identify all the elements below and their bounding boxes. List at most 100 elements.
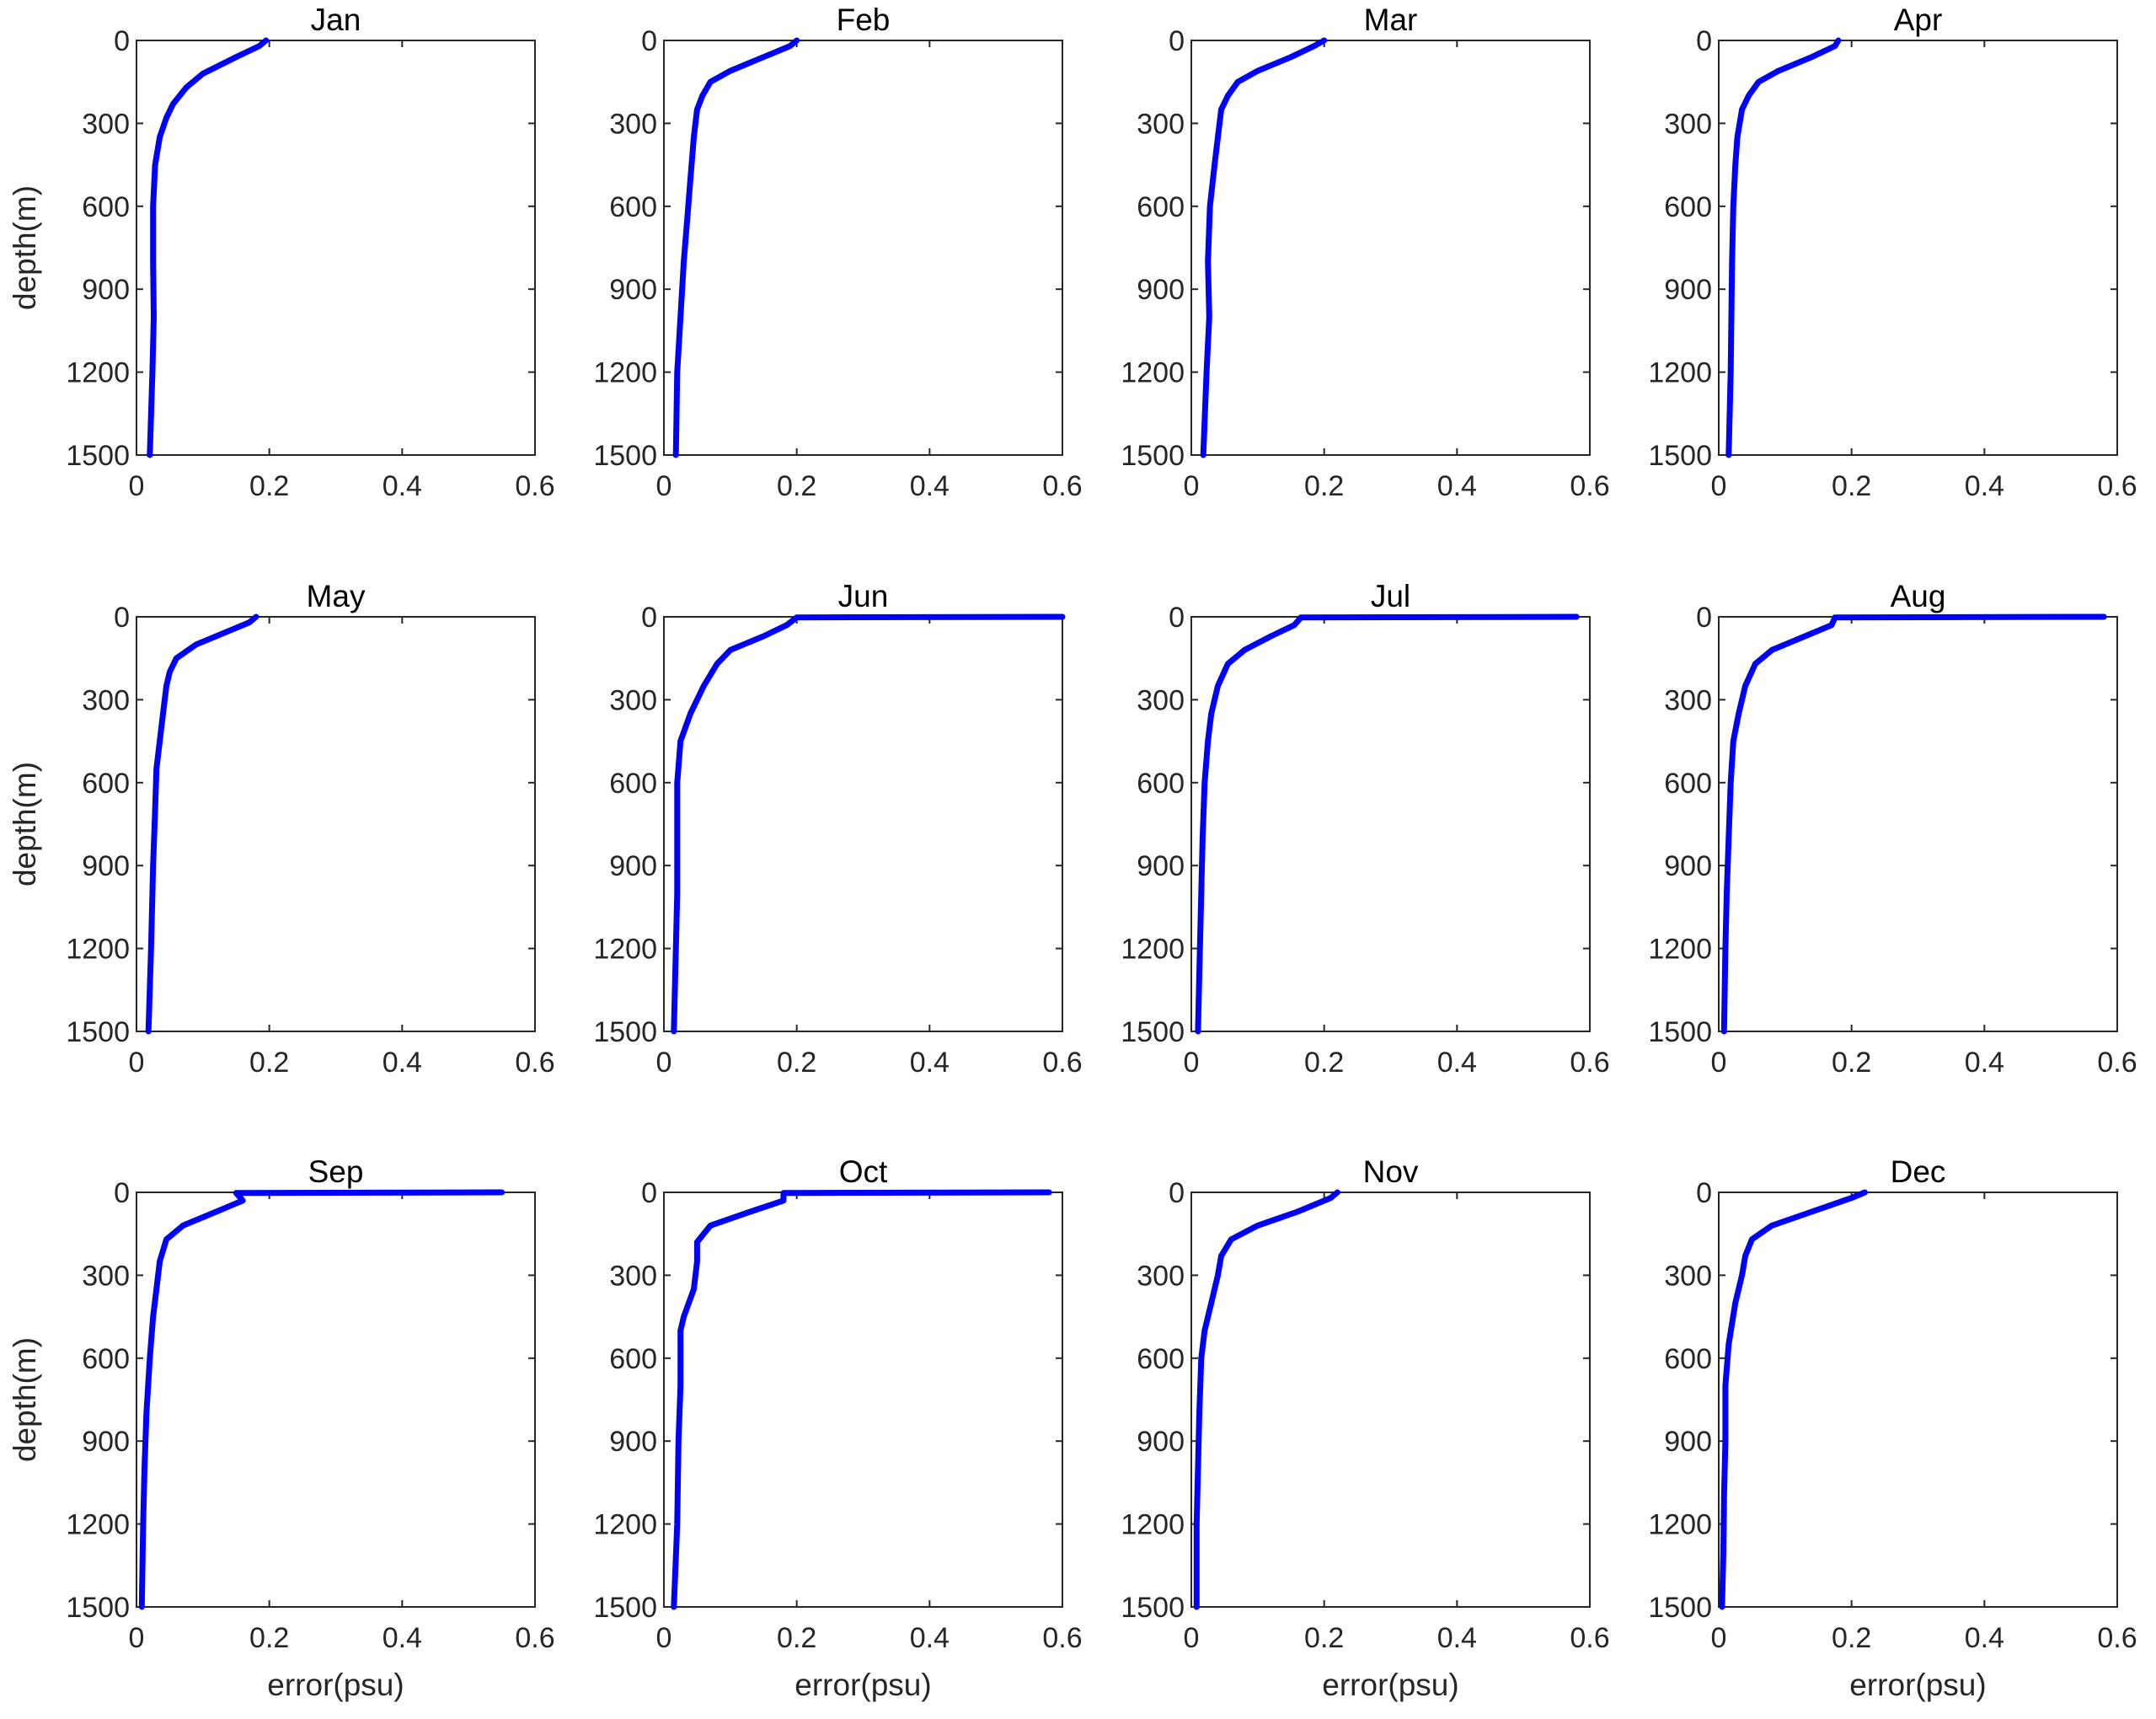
panel-mar-ytick-label: 600 [1137, 191, 1185, 223]
panel-jul-ytick-label: 1200 [1121, 934, 1185, 966]
panel-sep-ytick-label: 0 [114, 1177, 130, 1209]
panel-sep-xtick-label: 0.6 [515, 1622, 554, 1654]
panel-aug-axes-frame [1718, 616, 2118, 1032]
panel-aug-title: Aug [1891, 579, 1946, 613]
panel-oct-xlabel: error(psu) [794, 1668, 931, 1702]
panel-jan-profile-line [147, 37, 270, 458]
panel-nov-axes-frame [1190, 1192, 1591, 1608]
panel-oct: 0 0.2 0.4 0.6 0 300 600 900 1200 1500 Oct error(psu… [593, 1154, 1082, 1702]
panel-aug-xtick-label: 0.4 [1965, 1047, 2004, 1079]
panel-jan-xtick-label: 0.2 [249, 470, 289, 502]
panel-jan-ytick-label: 1500 [66, 440, 130, 472]
panel-aug-xtick-label: 0.2 [1832, 1047, 1871, 1079]
panel-may-ytick-label: 300 [82, 684, 130, 716]
panel-aug-ytick-label: 0 [1696, 602, 1712, 634]
panel-feb-xtick-label: 0 [656, 470, 672, 502]
panel-nov-xtick-label: 0.6 [1570, 1622, 1609, 1654]
panel-jun-xtick-label: 0.4 [910, 1047, 950, 1079]
panel-nov-title: Nov [1363, 1154, 1419, 1189]
panel-jul-title: Jul [1371, 579, 1410, 613]
panel-jan-ytick-label: 1200 [66, 357, 130, 389]
panel-mar-xtick-label: 0.4 [1437, 470, 1477, 502]
panel-dec-xtick-label: 0.4 [1965, 1622, 2004, 1654]
panel-may: 0 0.2 0.4 0.6 0 300 600 900 1200 1500 May depth(m) [8, 579, 555, 1079]
panel-may-ytick-label: 1500 [66, 1016, 130, 1048]
panel-dec-ytick-label: 900 [1664, 1426, 1712, 1458]
panel-feb-ytick-label: 600 [609, 191, 657, 223]
panel-may-xtick-label: 0.4 [383, 1047, 422, 1079]
panel-apr-axes-frame [1718, 40, 2118, 456]
panel-sep-ytick-label: 300 [82, 1260, 130, 1292]
panel-oct-ytick-label: 900 [609, 1426, 657, 1458]
panel-nov-profile-line [1193, 1189, 1340, 1610]
panel-aug-ytick-label: 900 [1664, 850, 1712, 882]
panel-may-ytick-label: 900 [82, 850, 130, 882]
panel-sep-ylabel: depth(m) [8, 1337, 42, 1462]
panel-aug: 0 0.2 0.4 0.6 0 300 600 900 1200 1500 Aug [1648, 579, 2137, 1079]
panel-nov-ytick-label: 900 [1137, 1426, 1185, 1458]
panel-jul-ytick-label: 1500 [1121, 1016, 1185, 1048]
panel-oct-ytick-label: 600 [609, 1343, 657, 1375]
panel-jul-axes-frame [1190, 616, 1591, 1032]
panel-may-ytick-label: 1200 [66, 934, 130, 966]
panel-oct-ytick-label: 1200 [593, 1509, 657, 1541]
panel-jul-xtick-label: 0.6 [1570, 1047, 1609, 1079]
panel-jun-xtick-label: 0.2 [777, 1047, 816, 1079]
panel-feb-ytick-label: 0 [641, 25, 657, 57]
panel-dec-xtick-label: 0.2 [1832, 1622, 1871, 1654]
panel-nov-xtick-label: 0 [1184, 1622, 1200, 1654]
panel-aug-ytick-label: 600 [1664, 768, 1712, 800]
panel-dec-ytick-label: 1500 [1648, 1592, 1712, 1624]
panel-mar-ytick-label: 1500 [1121, 440, 1185, 472]
panel-jan-ytick-label: 900 [82, 274, 130, 306]
panel-jul-ytick-label: 600 [1137, 768, 1185, 800]
panel-nov-xlabel: error(psu) [1322, 1668, 1458, 1702]
panel-jun: 0 0.2 0.4 0.6 0 300 600 900 1200 1500 Jun [593, 579, 1082, 1079]
panel-oct-title: Oct [839, 1154, 888, 1189]
panel-oct-ytick-label: 300 [609, 1260, 657, 1292]
panel-mar-ytick-label: 1200 [1121, 357, 1185, 389]
panel-jan-xtick-label: 0.6 [515, 470, 554, 502]
panel-mar-axes-frame [1190, 40, 1591, 456]
panel-dec-title: Dec [1891, 1154, 1946, 1189]
panel-apr-xtick-label: 0.6 [2097, 470, 2137, 502]
panel-sep-ytick-label: 900 [82, 1426, 130, 1458]
panel-mar-ytick-label: 300 [1137, 108, 1185, 140]
panel-sep-title: Sep [308, 1154, 364, 1189]
panel-nov-ytick-label: 1200 [1121, 1509, 1185, 1541]
panel-jan: 0 0.2 0.4 0.6 0 300 600 900 1200 1500 Jan depth(m) [8, 3, 555, 502]
panel-dec-xtick-label: 0 [1711, 1622, 1727, 1654]
panel-nov-ytick-label: 0 [1169, 1177, 1185, 1209]
panel-jun-ytick-label: 600 [609, 768, 657, 800]
panel-sep-xtick-label: 0 [129, 1622, 145, 1654]
panel-feb-ytick-label: 1200 [593, 357, 657, 389]
panel-dec-axes-frame [1718, 1192, 2118, 1608]
panel-apr-ytick-label: 300 [1664, 108, 1712, 140]
panel-sep-ytick-label: 1200 [66, 1509, 130, 1541]
panel-dec-xlabel: error(psu) [1849, 1668, 1986, 1702]
panel-feb: 0 0.2 0.4 0.6 0 300 600 900 1200 1500 Feb [593, 3, 1082, 502]
panel-sep-ytick-label: 1500 [66, 1592, 130, 1624]
panel-may-title: May [307, 579, 366, 613]
panel-sep: 0 0.2 0.4 0.6 0 300 600 900 1200 1500 Sep depth(m) e… [8, 1154, 555, 1702]
panel-mar-profile-line [1200, 37, 1328, 458]
panel-sep-xtick-label: 0.4 [383, 1622, 422, 1654]
panel-nov: 0 0.2 0.4 0.6 0 300 600 900 1200 1500 Nov error(psu… [1121, 1154, 1609, 1702]
panel-oct-xtick-label: 0.2 [777, 1622, 816, 1654]
panel-may-xtick-label: 0 [129, 1047, 145, 1079]
panel-jun-ytick-label: 300 [609, 684, 657, 716]
panel-jun-xtick-label: 0.6 [1042, 1047, 1082, 1079]
panel-jan-axes-frame [136, 40, 536, 456]
panel-apr-title: Apr [1894, 3, 1943, 37]
panel-apr-xtick-label: 0.2 [1832, 470, 1871, 502]
panel-feb-title: Feb [837, 3, 891, 37]
panel-sep-profile-line [138, 1189, 506, 1610]
panel-dec-ytick-label: 1200 [1648, 1509, 1712, 1541]
panel-sep-axes-frame [136, 1192, 536, 1608]
panel-feb-axes-frame [663, 40, 1063, 456]
panel-nov-ytick-label: 600 [1137, 1343, 1185, 1375]
panel-jun-ytick-label: 900 [609, 850, 657, 882]
panel-may-xtick-label: 0.2 [249, 1047, 289, 1079]
panel-jun-xtick-label: 0 [656, 1047, 672, 1079]
panel-nov-xtick-label: 0.4 [1437, 1622, 1477, 1654]
